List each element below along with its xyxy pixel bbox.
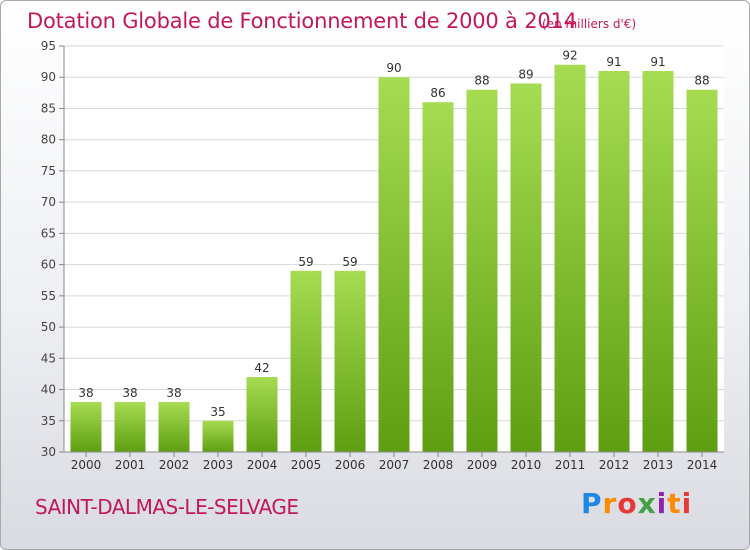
bar-value-label: 86 (430, 86, 445, 100)
bar-value-label: 92 (562, 49, 577, 63)
bar (510, 83, 542, 452)
x-tick-label: 2001 (115, 458, 146, 472)
logo-letter: x (637, 487, 657, 520)
x-tick-label: 2009 (467, 458, 498, 472)
x-tick-label: 2002 (159, 458, 190, 472)
chart-unit-label: (en milliers d'€) (542, 17, 637, 31)
y-tick-label: 35 (41, 414, 56, 428)
x-tick-label: 2005 (291, 458, 322, 472)
logo-letter: i (681, 487, 693, 520)
x-tick-label: 2003 (203, 458, 234, 472)
bar-value-label: 59 (342, 255, 357, 269)
bar-value-label: 91 (606, 55, 621, 69)
logo-letter: i (656, 487, 668, 520)
bar (554, 64, 586, 452)
bar (422, 102, 454, 452)
bar-value-label: 42 (254, 361, 269, 375)
x-tick-label: 2014 (687, 458, 718, 472)
y-tick-label: 80 (41, 133, 56, 147)
y-tick-label: 30 (41, 445, 56, 459)
y-tick-label: 85 (41, 101, 56, 115)
y-tick-label: 65 (41, 226, 56, 240)
x-tick-label: 2010 (511, 458, 542, 472)
x-tick-label: 2000 (71, 458, 102, 472)
logo-letter: t (667, 487, 682, 520)
bar (290, 270, 322, 452)
x-tick-label: 2012 (599, 458, 630, 472)
bar (246, 377, 278, 452)
logo-letter: P (581, 487, 603, 520)
bar (334, 270, 366, 452)
bar-value-label: 91 (650, 55, 665, 69)
bar-value-label: 89 (518, 67, 533, 81)
logo-letter: r (602, 487, 618, 520)
bar (378, 77, 410, 452)
x-tick-label: 2004 (247, 458, 278, 472)
bar-value-label: 38 (166, 386, 181, 400)
y-tick-label: 40 (41, 383, 56, 397)
bar (202, 420, 234, 452)
y-tick-label: 75 (41, 164, 56, 178)
bar (158, 402, 190, 452)
bar (114, 402, 146, 452)
bar (70, 402, 102, 452)
bar-value-label: 90 (386, 61, 401, 75)
bar (686, 89, 718, 452)
bar (598, 70, 630, 452)
y-tick-label: 60 (41, 258, 56, 272)
x-tick-label: 2008 (423, 458, 454, 472)
bar-value-label: 35 (210, 405, 225, 419)
proxiti-logo[interactable]: Proxiti (581, 487, 692, 520)
y-tick-label: 45 (41, 351, 56, 365)
x-tick-label: 2013 (643, 458, 674, 472)
y-tick-label: 70 (41, 195, 56, 209)
x-tick-label: 2007 (379, 458, 410, 472)
y-tick-label: 55 (41, 289, 56, 303)
bar-value-label: 88 (694, 74, 709, 88)
chart-title: Dotation Globale de Fonctionnement de 20… (27, 9, 577, 33)
bar (642, 70, 674, 452)
axes: 30 35 40 45 50 55 60 65 70 75 80 85 90 95 2000 2001 2002… (41, 39, 724, 472)
bar-value-label: 88 (474, 74, 489, 88)
logo-letter: o (617, 487, 638, 520)
y-tick-label: 95 (41, 39, 56, 53)
x-tick-label: 2006 (335, 458, 366, 472)
y-tick-label: 90 (41, 70, 56, 84)
commune-name: SAINT-DALMAS-LE-SELVAGE (35, 495, 299, 519)
bars: 38 38 38 35 42 59 59 90 86 88 89 92 91 91 88 (70, 49, 718, 452)
bar-value-label: 38 (78, 386, 93, 400)
bar-value-label: 38 (122, 386, 137, 400)
x-tick-label: 2011 (555, 458, 586, 472)
y-tick-label: 50 (41, 320, 56, 334)
bar (466, 89, 498, 452)
bar-value-label: 59 (298, 255, 313, 269)
